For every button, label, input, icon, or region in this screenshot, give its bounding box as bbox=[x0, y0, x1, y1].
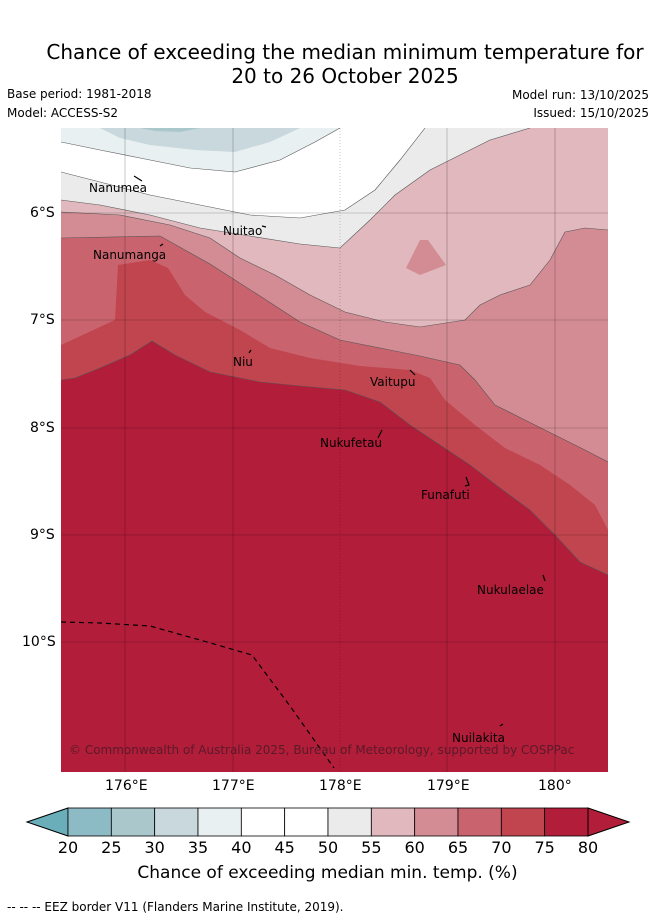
colorbar-left-arrow bbox=[25, 807, 69, 837]
place-label: Funafuti bbox=[421, 488, 470, 502]
place-label: Nukulaelae bbox=[477, 583, 544, 597]
model-name: Model: ACCESS-S2 bbox=[7, 106, 119, 120]
place-label: Nanumanga bbox=[93, 248, 167, 262]
y-tick: 9°S bbox=[30, 527, 55, 543]
place-label: Nuilakita bbox=[452, 731, 505, 745]
x-tick: 177°E bbox=[212, 778, 255, 794]
y-tick: 7°S bbox=[30, 312, 55, 328]
colorbar-cell bbox=[154, 807, 199, 837]
title-line-2: 20 to 26 October 2025 bbox=[231, 64, 459, 88]
colorbar-tick: 20 bbox=[57, 838, 79, 857]
band-30-35 bbox=[140, 128, 200, 132]
x-tick: 179°E bbox=[427, 778, 470, 794]
gridlines bbox=[61, 128, 608, 772]
x-tick: 176°E bbox=[105, 778, 148, 794]
colorbar-cell bbox=[414, 807, 459, 837]
model-run: Model run: 13/10/2025 bbox=[511, 88, 649, 102]
page-title: Chance of exceeding the median minimum t… bbox=[0, 40, 655, 88]
colorbar-cell bbox=[110, 807, 156, 837]
island-shapes bbox=[133, 175, 546, 727]
colorbar-tick: 40 bbox=[231, 838, 252, 857]
colorbar-cell bbox=[284, 807, 329, 837]
place-label: Nukufetau bbox=[320, 436, 383, 450]
title-line-1: Chance of exceeding the median minimum t… bbox=[46, 40, 644, 64]
colorbar-tick: 25 bbox=[101, 838, 122, 857]
contour-lines bbox=[61, 128, 608, 576]
colorbar-cell bbox=[67, 807, 112, 837]
colorbar-cell bbox=[544, 807, 589, 837]
colorbar-tick: 35 bbox=[187, 838, 209, 857]
y-tick: 10°S bbox=[22, 634, 56, 650]
x-tick: 178°E bbox=[319, 778, 362, 794]
issued-date: Issued: 15/10/2025 bbox=[533, 106, 649, 120]
colorbar-tick: 70 bbox=[491, 838, 512, 857]
colorbar-tick: 65 bbox=[447, 838, 469, 857]
colorbar-cell bbox=[370, 807, 416, 837]
band-35-40 bbox=[100, 128, 300, 152]
colorbar-cell bbox=[500, 807, 546, 837]
colorbar-right-arrow bbox=[587, 807, 631, 837]
colorbar-tick: 55 bbox=[361, 838, 382, 857]
colorbar-tick: 30 bbox=[144, 838, 165, 857]
colorbar-tick: 45 bbox=[274, 838, 295, 857]
band-80-plus bbox=[61, 341, 608, 772]
y-tick: 6°S bbox=[30, 205, 55, 221]
place-label: Vaitupu bbox=[370, 375, 416, 389]
colorbar-tick: 75 bbox=[534, 838, 555, 857]
colorbar-cell bbox=[240, 807, 286, 837]
place-label: Niu bbox=[233, 355, 253, 369]
eez-border bbox=[61, 621, 335, 769]
colorbar-label: Chance of exceeding median min. temp. (%… bbox=[137, 863, 518, 883]
colorbar-tick: 50 bbox=[317, 838, 339, 857]
colorbar-cell bbox=[327, 807, 372, 837]
colorbar bbox=[25, 807, 631, 837]
colorbar-cell bbox=[197, 807, 242, 837]
place-label: Nuitao bbox=[223, 224, 263, 238]
colorbar-cells bbox=[67, 807, 589, 837]
place-label: Nanumea bbox=[89, 181, 147, 195]
x-tick: 180° bbox=[538, 778, 572, 794]
colorbar-tick: 60 bbox=[404, 838, 425, 857]
base-period: Base period: 1981-2018 bbox=[7, 87, 152, 101]
eez-legend-note: -- -- -- EEZ border V11 (Flanders Marine… bbox=[7, 900, 344, 914]
y-tick: 8°S bbox=[30, 420, 55, 436]
band-65-70-patch bbox=[406, 240, 446, 275]
map-area bbox=[61, 128, 608, 772]
colorbar-cell bbox=[457, 807, 502, 837]
colorbar-tick: 80 bbox=[577, 838, 599, 857]
copyright-notice: © Commonwealth of Australia 2025, Bureau… bbox=[69, 743, 575, 757]
